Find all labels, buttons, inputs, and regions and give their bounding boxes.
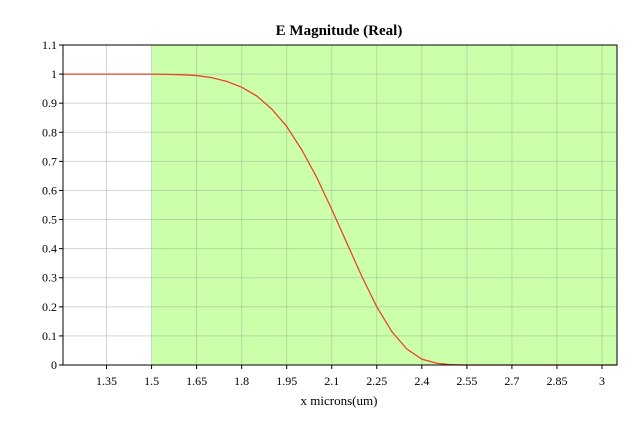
- y-tick-label: 0.1: [42, 329, 57, 343]
- y-tick-label: 0.7: [42, 154, 57, 168]
- x-tick-label: 2.4: [414, 374, 429, 388]
- x-tick-label: 2.85: [546, 374, 567, 388]
- x-tick-label: 3: [599, 374, 605, 388]
- x-tick-label: 1.35: [96, 374, 117, 388]
- x-tick-label: 2.7: [504, 374, 519, 388]
- y-tick-label: 0: [51, 358, 57, 372]
- plot-frame: [62, 44, 618, 366]
- y-tick-label: 1: [51, 67, 57, 81]
- shaded-region: [151, 45, 617, 365]
- x-tick-label: 2.1: [324, 374, 339, 388]
- x-tick-label: 1.5: [144, 374, 159, 388]
- y-tick-label: 0.6: [42, 183, 57, 197]
- chart-title: E Magnitude (Real): [276, 23, 403, 39]
- x-tick-label: 1.65: [186, 374, 207, 388]
- y-tick-label: 0.3: [42, 271, 57, 285]
- y-tick-label: 0.8: [42, 125, 57, 139]
- x-tick-label: 2.25: [366, 374, 387, 388]
- x-tick-label: 2.55: [456, 374, 477, 388]
- x-tick-label: 1.8: [234, 374, 249, 388]
- series-line: [63, 73, 617, 366]
- y-tick-label: 0.5: [42, 213, 57, 227]
- x-tick-label: 1.95: [276, 374, 297, 388]
- y-tick-label: 0.4: [42, 242, 57, 256]
- x-axis-label: x microns(um): [301, 393, 378, 408]
- y-tick-label: 0.2: [42, 300, 57, 314]
- y-tick-label: 1.1: [42, 38, 57, 52]
- y-tick-label: 0.9: [42, 96, 57, 110]
